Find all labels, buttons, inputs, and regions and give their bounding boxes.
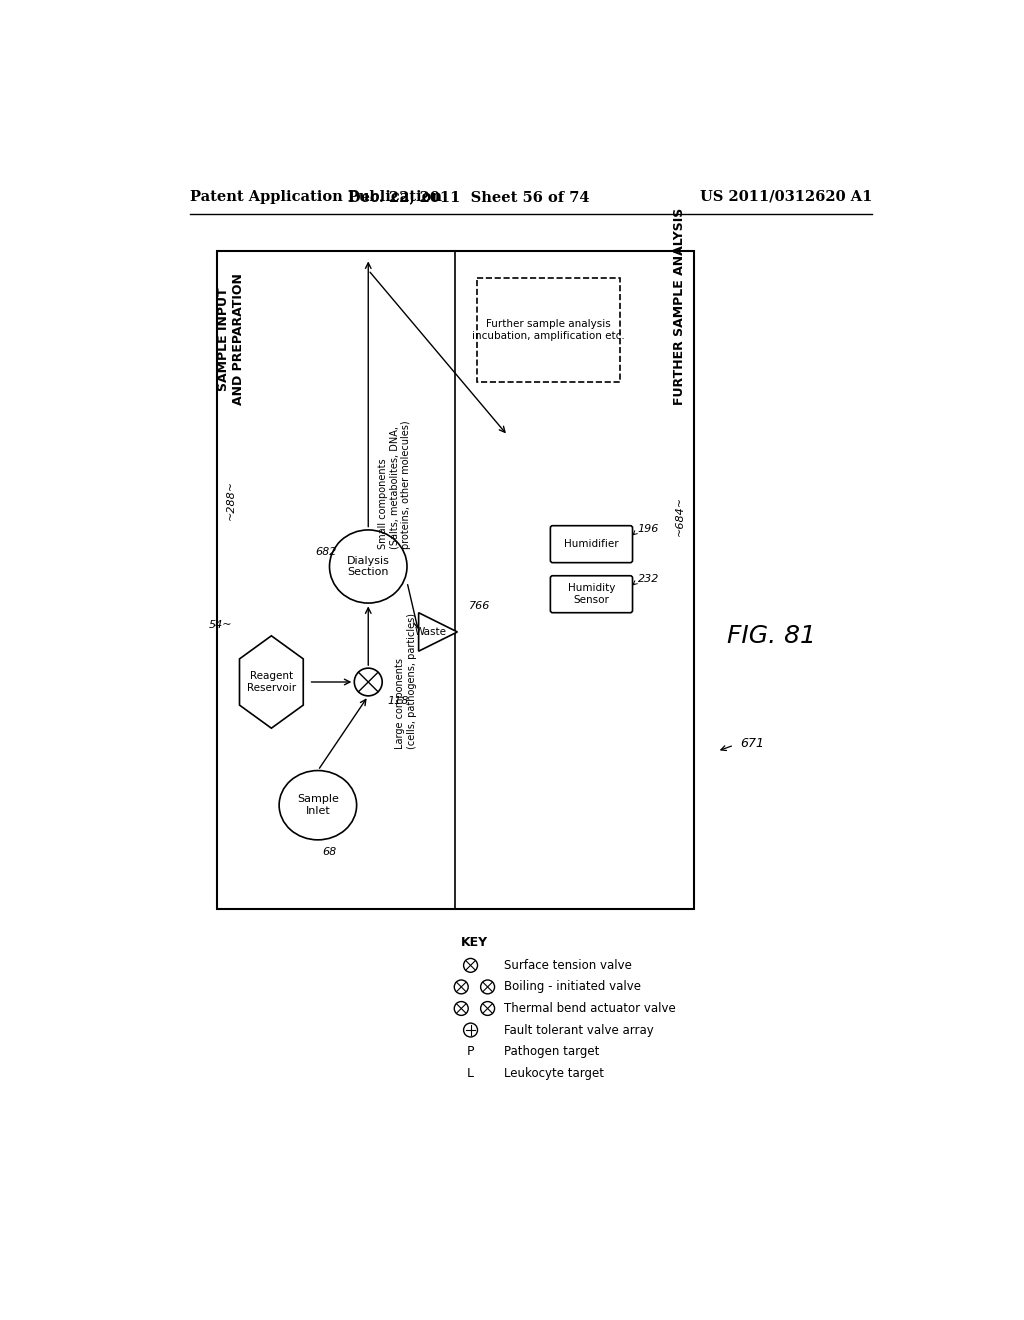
Text: KEY: KEY — [461, 936, 488, 949]
Text: 196: 196 — [638, 524, 659, 533]
FancyBboxPatch shape — [550, 576, 633, 612]
Ellipse shape — [280, 771, 356, 840]
Circle shape — [480, 979, 495, 994]
Text: 68: 68 — [323, 847, 337, 857]
Text: Leukocyte target: Leukocyte target — [504, 1067, 604, 1080]
Text: 671: 671 — [740, 737, 764, 750]
Text: Boiling - initiated valve: Boiling - initiated valve — [504, 981, 641, 994]
Polygon shape — [419, 612, 458, 651]
Circle shape — [354, 668, 382, 696]
Text: Sample
Inlet: Sample Inlet — [297, 795, 339, 816]
Text: 766: 766 — [469, 601, 490, 611]
Bar — [217, 251, 693, 909]
Text: Dec. 22, 2011  Sheet 56 of 74: Dec. 22, 2011 Sheet 56 of 74 — [348, 190, 590, 203]
Circle shape — [464, 1023, 477, 1038]
Text: Thermal bend actuator valve: Thermal bend actuator valve — [504, 1002, 676, 1015]
Text: Large components
(cells, pathogens, particles): Large components (cells, pathogens, part… — [395, 612, 417, 748]
Text: Fault tolerant valve array: Fault tolerant valve array — [504, 1023, 653, 1036]
Circle shape — [480, 1002, 495, 1015]
Text: 118: 118 — [388, 696, 409, 706]
Text: Pathogen target: Pathogen target — [504, 1045, 599, 1059]
Text: 54~: 54~ — [209, 620, 232, 630]
Text: FIG. 81: FIG. 81 — [727, 624, 816, 648]
Polygon shape — [240, 636, 303, 729]
Circle shape — [464, 958, 477, 973]
Text: 232: 232 — [638, 574, 659, 583]
Text: Patent Application Publication: Patent Application Publication — [190, 190, 442, 203]
Text: Dialysis
Section: Dialysis Section — [347, 556, 390, 577]
Circle shape — [455, 979, 468, 994]
Text: 682: 682 — [315, 546, 337, 557]
Text: Further sample analysis
incubation, amplification etc.: Further sample analysis incubation, ampl… — [472, 319, 625, 341]
Text: Humidity
Sensor: Humidity Sensor — [567, 583, 615, 605]
Text: SAMPLE INPUT
AND PREPARATION: SAMPLE INPUT AND PREPARATION — [217, 273, 245, 405]
Text: Humidifier: Humidifier — [564, 539, 618, 549]
Text: Waste: Waste — [415, 627, 446, 638]
Text: ~288~: ~288~ — [226, 480, 237, 520]
Bar — [477, 277, 621, 381]
Text: FURTHER SAMPLE ANALYSIS: FURTHER SAMPLE ANALYSIS — [674, 207, 686, 405]
Text: Reagent
Reservoir: Reagent Reservoir — [247, 671, 296, 693]
Text: Small components
(Salts, metabolites, DNA,
proteins, other molecules): Small components (Salts, metabolites, DN… — [378, 420, 411, 549]
Text: Surface tension valve: Surface tension valve — [504, 958, 632, 972]
Text: US 2011/0312620 A1: US 2011/0312620 A1 — [699, 190, 872, 203]
FancyBboxPatch shape — [550, 525, 633, 562]
Circle shape — [455, 1002, 468, 1015]
Text: P: P — [467, 1045, 474, 1059]
Text: L: L — [467, 1067, 474, 1080]
Ellipse shape — [330, 529, 407, 603]
Text: ~684~: ~684~ — [675, 495, 685, 536]
